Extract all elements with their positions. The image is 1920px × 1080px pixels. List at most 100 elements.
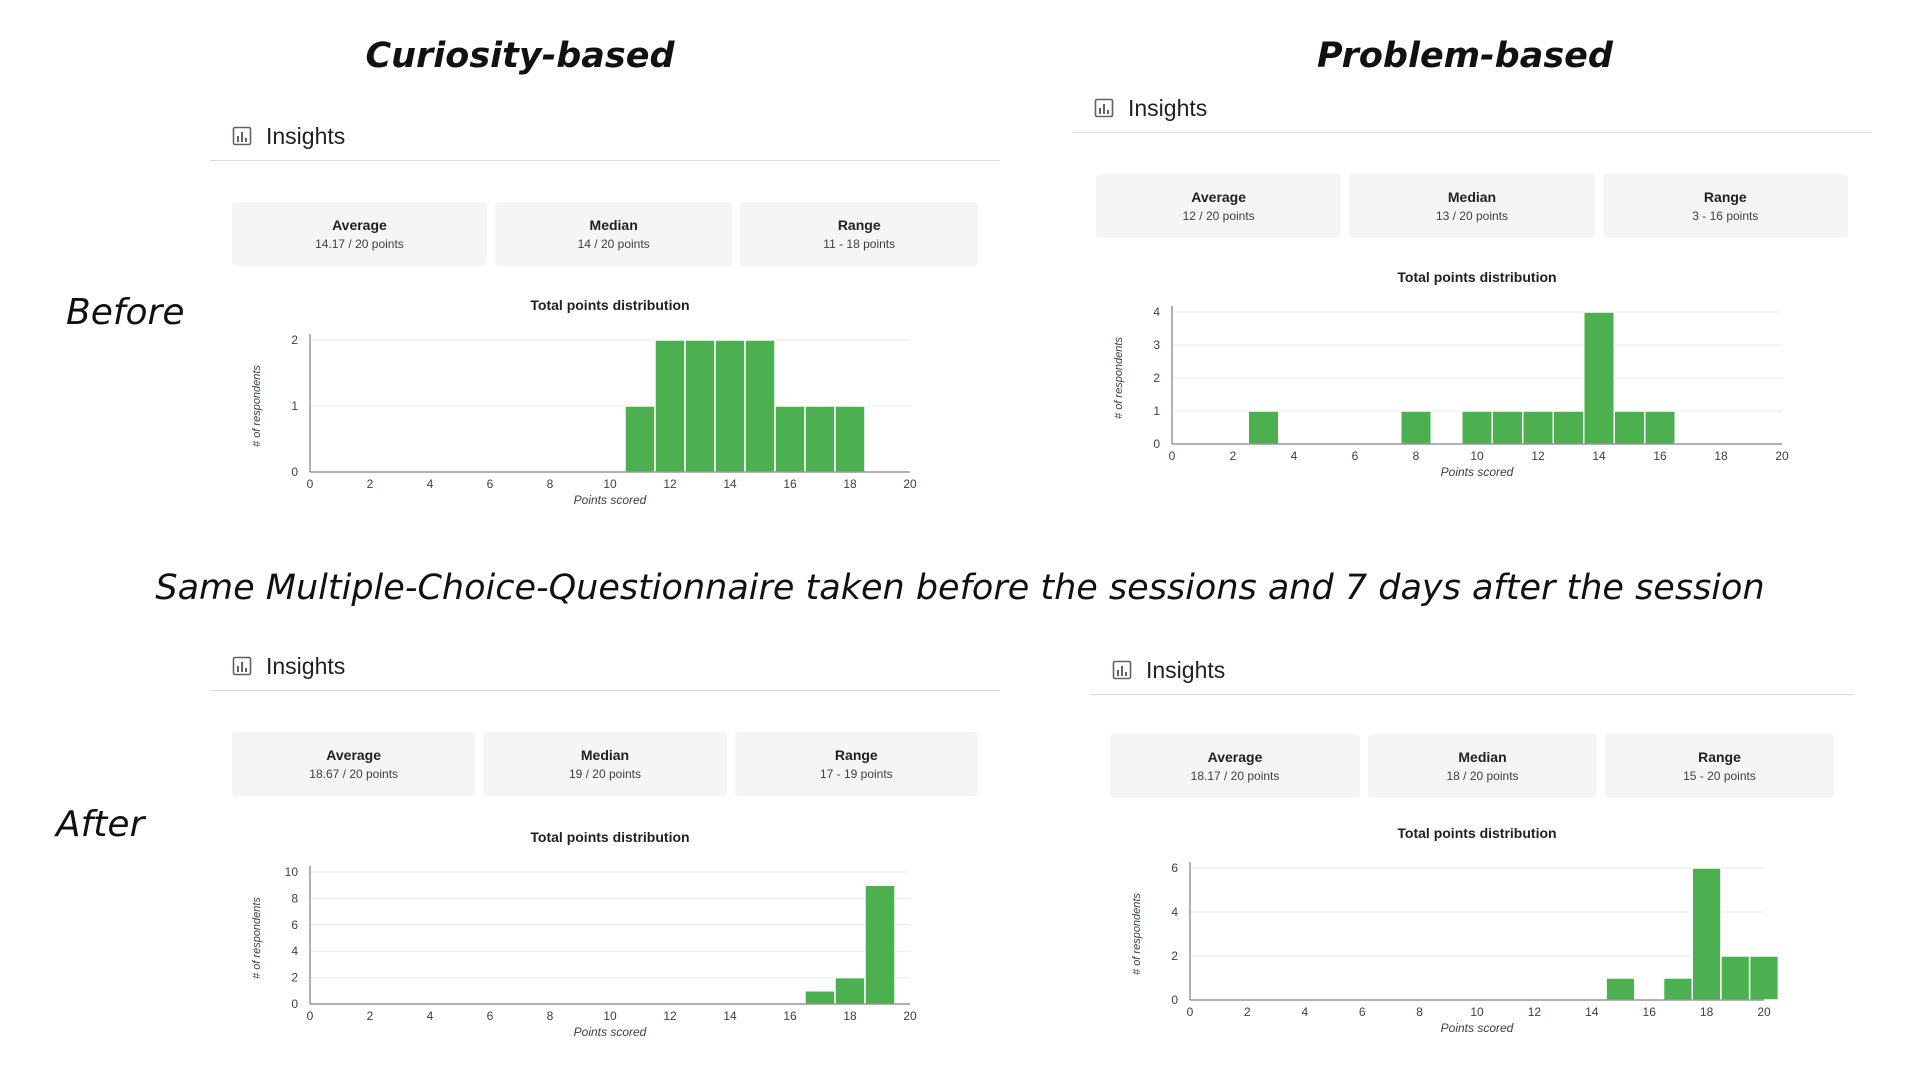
stat-range: Range 15 - 20 points [1605, 734, 1834, 798]
x-tick-label: 16 [783, 1009, 797, 1023]
y-tick-label: 6 [1171, 861, 1178, 875]
x-tick-label: 2 [367, 1009, 374, 1023]
bar[interactable] [834, 405, 866, 473]
stat-median: Median 13 / 20 points [1349, 174, 1595, 238]
stat-average: Average 12 / 20 points [1096, 174, 1342, 238]
stat-label: Median [1458, 749, 1507, 765]
insights-title: Insights [266, 122, 346, 149]
stat-median: Median 14 / 20 points [494, 202, 733, 266]
bar[interactable] [684, 339, 716, 473]
stat-value: 18 / 20 points [1446, 769, 1519, 783]
x-tick-label: 6 [1352, 449, 1359, 463]
x-tick-label: 18 [1700, 1005, 1714, 1019]
x-tick-label: 16 [783, 477, 797, 491]
stat-value: 13 / 20 points [1435, 209, 1509, 223]
stat-label: Range [1698, 749, 1741, 765]
stats-row: Average 12 / 20 points Median 13 / 20 po… [1096, 174, 1848, 238]
y-tick-label: 2 [291, 333, 298, 347]
x-tick-label: 12 [663, 477, 677, 491]
x-tick-label: 10 [1470, 1005, 1484, 1019]
bar-chart-icon [232, 656, 252, 676]
bar[interactable] [1691, 867, 1722, 1001]
insights-header: Insights [210, 112, 1000, 161]
bar[interactable] [1605, 977, 1636, 1001]
bar[interactable] [1491, 410, 1524, 445]
bar[interactable] [1461, 410, 1493, 445]
y-tick-label: 0 [1171, 993, 1178, 1007]
x-tick-label: 12 [1531, 449, 1545, 463]
y-tick-label: 6 [291, 918, 298, 932]
y-tick-label: 4 [1171, 905, 1178, 919]
x-axis-label: Points scored [574, 1025, 647, 1039]
bar[interactable] [1583, 311, 1615, 445]
insights-panel-problem-before: Insights Average 12 / 20 points Median 1… [1072, 84, 1872, 494]
stats-row: Average 18.67 / 20 points Median 19 / 20… [232, 732, 978, 796]
stat-value: 3 - 16 points [1692, 209, 1759, 223]
insights-panel-curiosity-before: Insights Average 14.17 / 20 points Media… [210, 112, 1000, 522]
bar[interactable] [1613, 410, 1646, 445]
x-tick-label: 20 [903, 477, 917, 491]
y-tick-label: 2 [1171, 949, 1178, 963]
stat-average: Average 18.67 / 20 points [232, 732, 476, 796]
chart-problem-after: Total points distribution 0 2 4 6 0 2 4 6 8 10 12 14… [1131, 825, 1780, 1035]
x-tick-label: 8 [1413, 449, 1420, 463]
bar[interactable] [714, 339, 746, 473]
bar[interactable] [1662, 977, 1693, 1001]
x-tick-label: 14 [723, 477, 737, 491]
insights-header: Insights [1090, 646, 1854, 695]
bar[interactable] [804, 990, 836, 1005]
bar[interactable] [1247, 410, 1280, 445]
y-tick-label: 0 [291, 997, 298, 1011]
column-title-curiosity: Curiosity-based [365, 36, 675, 76]
insights-title: Insights [1146, 656, 1226, 683]
bar[interactable] [744, 339, 776, 473]
stat-median: Median 18 / 20 points [1368, 734, 1597, 798]
x-tick-label: 20 [1775, 449, 1789, 463]
bar[interactable] [1522, 410, 1554, 445]
stat-value: 19 / 20 points [568, 767, 642, 781]
y-tick-label: 3 [1153, 338, 1160, 352]
stat-value: 11 - 18 points [823, 237, 896, 251]
x-tick-label: 16 [1653, 449, 1667, 463]
x-tick-label: 10 [603, 1009, 617, 1023]
y-tick-label: 4 [291, 944, 298, 958]
y-axis-label: # of respondents [1113, 337, 1125, 419]
x-tick-label: 12 [1528, 1005, 1542, 1019]
bar[interactable] [774, 405, 806, 473]
x-tick-label: 0 [307, 477, 314, 491]
bar[interactable] [804, 405, 836, 473]
chart-title: Total points distribution [1397, 269, 1556, 285]
x-tick-label: 18 [843, 477, 857, 491]
x-tick-label: 6 [487, 1009, 494, 1023]
x-tick-label: 18 [1714, 449, 1728, 463]
bar[interactable] [1552, 410, 1585, 445]
bar[interactable] [1644, 410, 1676, 445]
stat-average: Average 18.17 / 20 points [1110, 734, 1361, 798]
y-tick-label: 4 [1153, 305, 1160, 319]
insights-header: Insights [1072, 84, 1872, 133]
stat-label: Median [1447, 189, 1497, 205]
bar[interactable] [624, 405, 656, 473]
bar[interactable] [1748, 955, 1780, 1001]
stat-label: Median [589, 217, 638, 233]
x-tick-label: 2 [1230, 449, 1237, 463]
bar[interactable] [1400, 410, 1432, 445]
x-tick-label: 8 [547, 1009, 554, 1023]
x-tick-label: 20 [1757, 1005, 1771, 1019]
bar[interactable] [1720, 955, 1751, 1001]
stat-range: Range 17 - 19 points [734, 732, 978, 796]
stat-label: Average [332, 217, 387, 233]
x-tick-label: 4 [427, 1009, 434, 1023]
bar[interactable] [654, 339, 686, 473]
bar[interactable] [864, 884, 896, 1005]
x-tick-label: 8 [547, 477, 554, 491]
stat-label: Average [1207, 749, 1263, 765]
stat-range: Range 3 - 16 points [1602, 174, 1848, 238]
y-tick-label: 8 [291, 891, 298, 905]
row-label-before: Before [66, 292, 185, 333]
chart-curiosity-after: Total points distribution 0 2 4 6 8 10 0 2 4 6 8 10 1… [251, 829, 917, 1039]
y-tick-label: 0 [1153, 437, 1160, 451]
bar[interactable] [834, 976, 866, 1005]
